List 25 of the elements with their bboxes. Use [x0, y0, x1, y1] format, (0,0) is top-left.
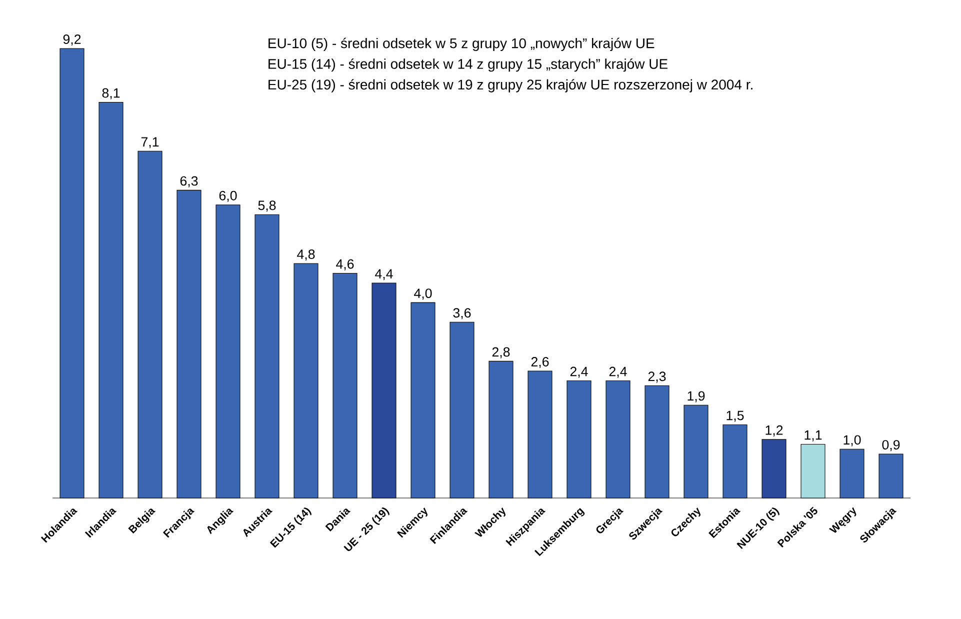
- data-label: 2,8: [492, 347, 510, 358]
- annotation: EU-25 (19) - średni odsetek w 19 z grupy 25 krajów UE rozszerzonej w 2004 r.: [268, 79, 752, 92]
- data-label: 2,4: [609, 366, 627, 378]
- data-label: 1,0: [844, 435, 861, 446]
- data-label: 1,1: [804, 430, 822, 442]
- annotation: EU-10 (5) - średni odsetek w 5 z grupy 10 „nowych” krajów UE: [268, 38, 654, 52]
- data-label: 9,2: [63, 34, 81, 46]
- data-label: 4,6: [336, 259, 354, 270]
- data-label: 4,4: [375, 269, 393, 280]
- data-label: 8,1: [102, 88, 120, 100]
- data-label: 1,2: [766, 425, 783, 436]
- data-label: 6,0: [219, 190, 237, 202]
- data-label: 5,8: [258, 200, 276, 212]
- data-label: 3,6: [453, 308, 471, 320]
- data-label: 0,9: [882, 440, 900, 452]
- data-label: 1,9: [688, 391, 705, 402]
- data-label: 1,5: [726, 410, 744, 422]
- annotation: EU-15 (14) - średni odsetek w 14 z grupy 15 „starych” krajów UE: [268, 58, 668, 72]
- data-label: 2,6: [531, 357, 549, 368]
- data-label: 6,3: [180, 176, 198, 188]
- data-label: 7,1: [141, 137, 159, 148]
- data-label: 4,0: [414, 288, 432, 300]
- data-label: 4,8: [297, 250, 315, 261]
- data-label: 2,4: [570, 366, 588, 378]
- data-label: 2,3: [648, 372, 666, 383]
